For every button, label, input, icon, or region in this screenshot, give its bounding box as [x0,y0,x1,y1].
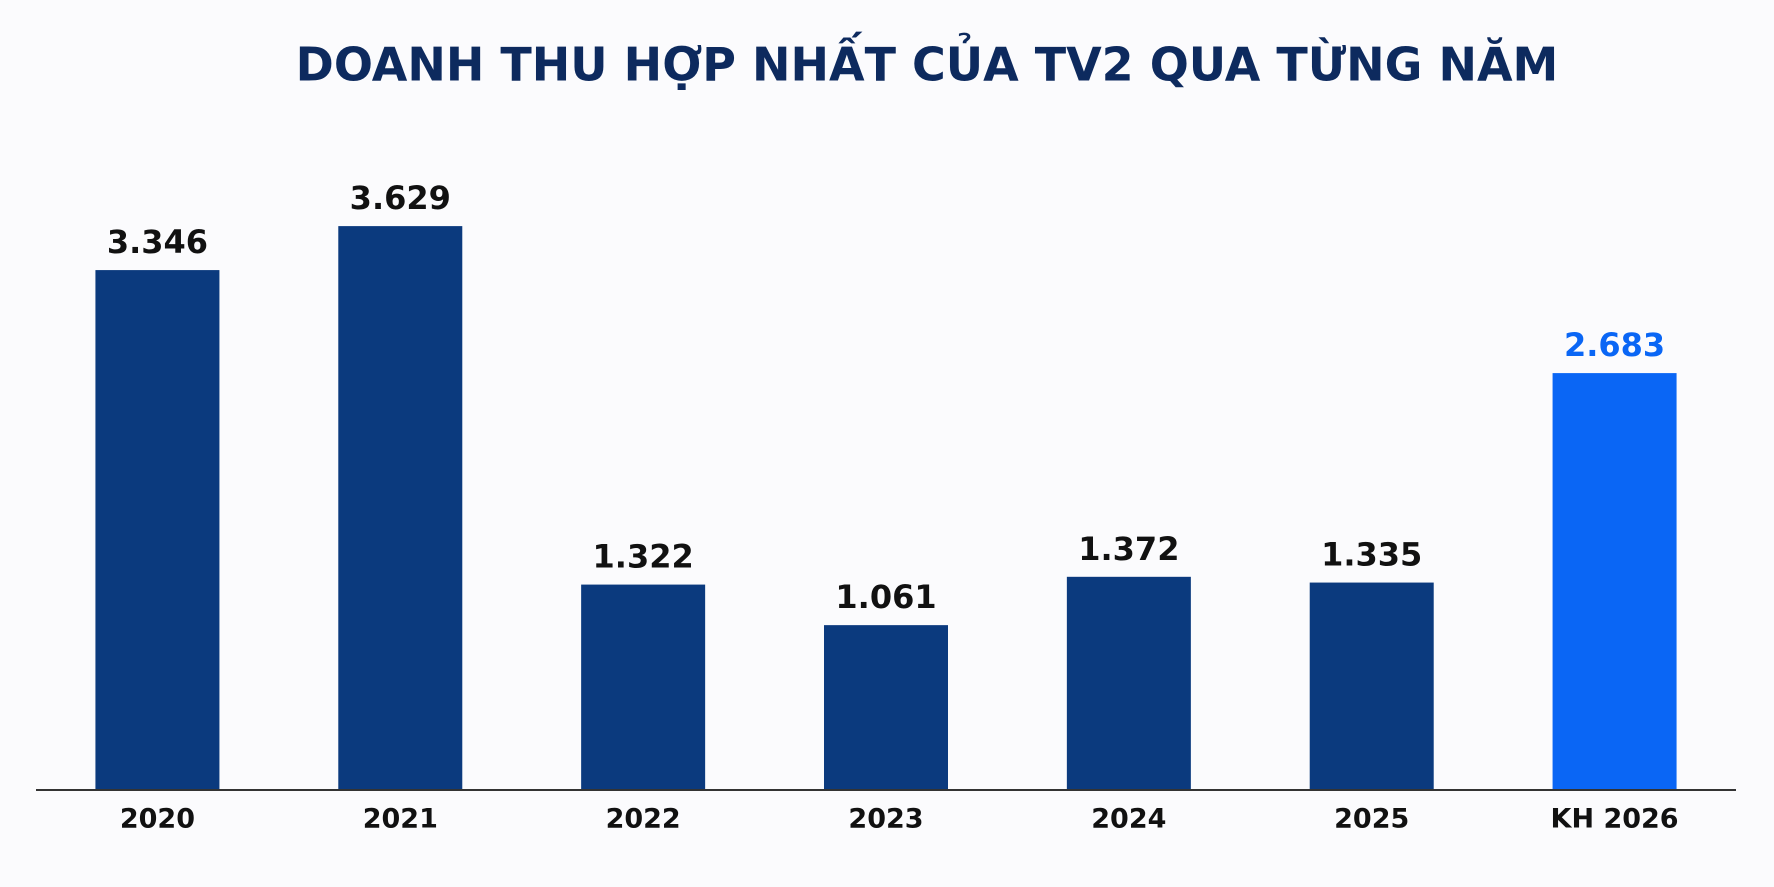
value-label: 3.346 [107,223,208,261]
value-label: 3.629 [350,179,451,217]
value-label: 1.335 [1321,536,1422,574]
value-label: 1.322 [593,538,694,576]
bar [824,625,948,790]
value-label: 1.372 [1078,530,1179,568]
x-tick-label: 2022 [606,804,681,835]
x-tick-label: 2025 [1334,804,1409,835]
chart-title: DOANH THU HỢP NHẤT CỦA TV2 QUA TỪNG NĂM [296,32,1559,92]
bar [1552,373,1677,790]
x-tick-label: 2023 [848,804,923,835]
value-label: 2.683 [1564,326,1665,364]
bar [95,270,220,790]
value-label: 1.061 [835,578,936,616]
bar [1066,576,1191,790]
x-tick-label: 2020 [120,804,195,835]
x-tick-label: KH 2026 [1551,804,1679,835]
bar [1309,582,1434,790]
bar [338,226,463,790]
bar [581,584,706,790]
x-tick-label: 2021 [363,804,438,835]
x-tick-label: 2024 [1091,804,1166,835]
